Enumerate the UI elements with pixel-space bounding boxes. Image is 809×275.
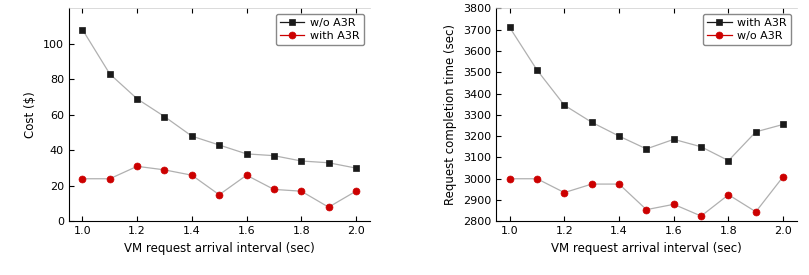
with A3R xyxy=(697,145,706,149)
Line: w/o A3R: w/o A3R xyxy=(79,26,359,171)
with A3R xyxy=(296,189,306,193)
Y-axis label: Cost ($): Cost ($) xyxy=(24,91,37,138)
w/o A3R xyxy=(642,208,651,211)
with A3R xyxy=(351,189,361,193)
w/o A3R xyxy=(532,177,542,180)
with A3R xyxy=(105,177,115,180)
with A3R xyxy=(642,147,651,151)
with A3R xyxy=(242,174,252,177)
X-axis label: VM request arrival interval (sec): VM request arrival interval (sec) xyxy=(124,242,315,255)
with A3R xyxy=(723,159,733,162)
w/o A3R xyxy=(324,161,333,164)
w/o A3R xyxy=(242,152,252,156)
w/o A3R xyxy=(587,182,596,186)
with A3R xyxy=(269,188,279,191)
w/o A3R xyxy=(751,210,760,213)
w/o A3R xyxy=(78,28,87,31)
with A3R xyxy=(159,168,169,172)
w/o A3R xyxy=(669,203,679,206)
with A3R xyxy=(560,104,570,107)
with A3R xyxy=(324,205,333,209)
w/o A3R xyxy=(159,115,169,118)
with A3R xyxy=(669,138,679,141)
Y-axis label: Request completion time (sec): Request completion time (sec) xyxy=(444,24,457,205)
with A3R xyxy=(778,123,788,126)
w/o A3R xyxy=(133,97,142,100)
w/o A3R xyxy=(187,134,197,138)
with A3R xyxy=(614,134,624,138)
with A3R xyxy=(505,26,515,29)
w/o A3R xyxy=(105,72,115,76)
Legend: w/o A3R, with A3R: w/o A3R, with A3R xyxy=(276,14,364,45)
Legend: with A3R, w/o A3R: with A3R, w/o A3R xyxy=(703,14,791,45)
with A3R xyxy=(214,193,224,196)
with A3R xyxy=(187,174,197,177)
with A3R xyxy=(751,130,760,133)
w/o A3R xyxy=(723,193,733,196)
w/o A3R xyxy=(269,154,279,157)
w/o A3R xyxy=(560,191,570,194)
w/o A3R xyxy=(351,166,361,170)
X-axis label: VM request arrival interval (sec): VM request arrival interval (sec) xyxy=(551,242,742,255)
w/o A3R xyxy=(214,143,224,147)
w/o A3R xyxy=(505,177,515,180)
with A3R xyxy=(78,177,87,180)
with A3R xyxy=(532,68,542,72)
w/o A3R xyxy=(614,182,624,186)
with A3R xyxy=(587,121,596,124)
with A3R xyxy=(133,165,142,168)
w/o A3R xyxy=(697,214,706,218)
Line: w/o A3R: w/o A3R xyxy=(506,173,786,219)
Line: with A3R: with A3R xyxy=(506,24,786,164)
w/o A3R xyxy=(296,159,306,163)
Line: with A3R: with A3R xyxy=(79,163,359,211)
w/o A3R xyxy=(778,175,788,178)
